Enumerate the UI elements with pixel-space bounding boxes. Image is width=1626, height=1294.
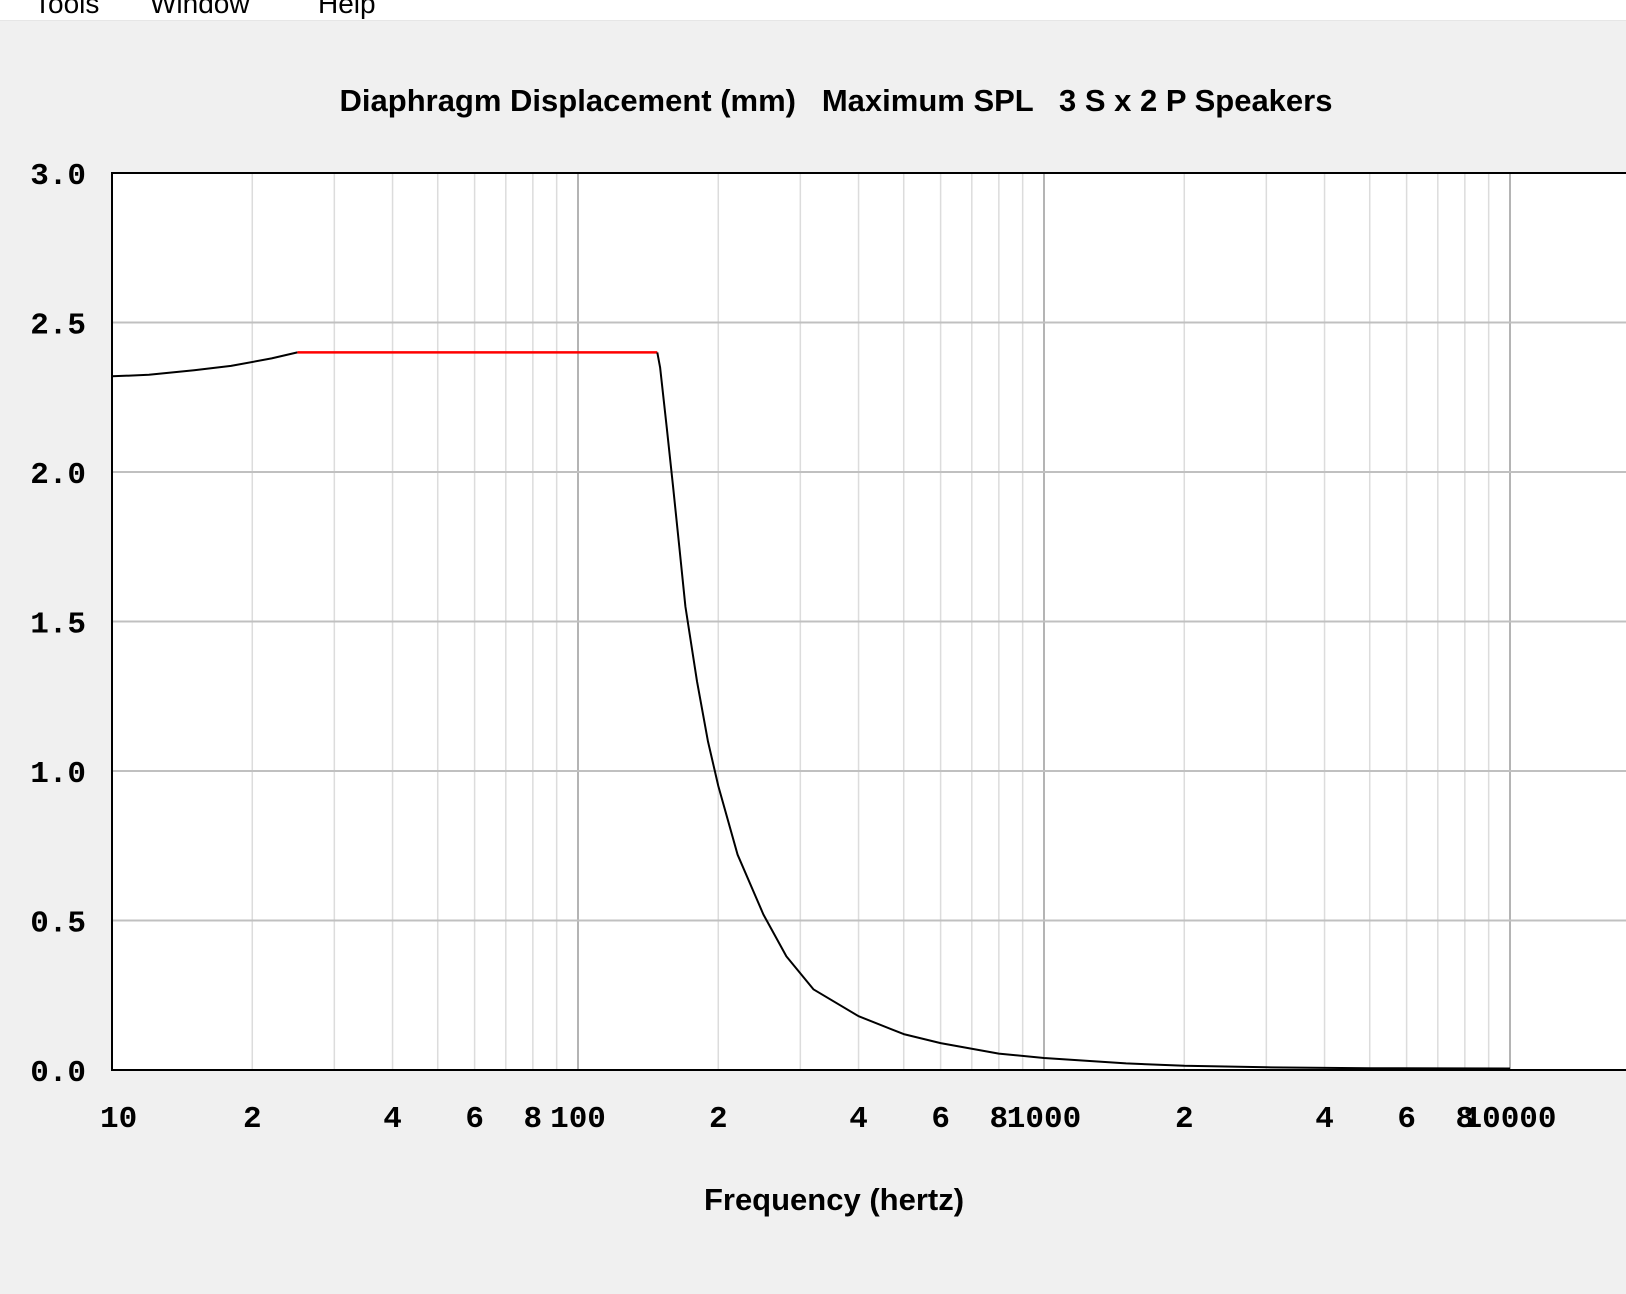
y-tick-label: 1.5 bbox=[30, 608, 86, 643]
y-axis-ticks: 0.0 0.5 1.0 1.5 2.0 2.5 3.0 bbox=[30, 159, 86, 1091]
y-tick-label: 1.0 bbox=[30, 757, 86, 792]
x-axis-label: Frequency (hertz) bbox=[704, 1182, 964, 1217]
x-tick-label: 10 bbox=[100, 1102, 137, 1137]
y-tick-label: 2.0 bbox=[30, 458, 86, 493]
x-tick-label: 8 bbox=[990, 1102, 1009, 1137]
x-tick-label: 2 bbox=[709, 1102, 728, 1137]
x-tick-label: 1000 bbox=[1007, 1102, 1081, 1137]
menu-item-help[interactable]: Help bbox=[318, 0, 376, 19]
x-tick-label: 8 bbox=[1456, 1102, 1475, 1137]
menu-bar: Tools Window Help bbox=[0, 0, 1626, 21]
y-tick-label: 2.5 bbox=[30, 309, 86, 344]
series-line-2 bbox=[656, 352, 1511, 1070]
x-tick-label: 4 bbox=[1315, 1102, 1334, 1137]
y-tick-label: 0.0 bbox=[30, 1056, 86, 1091]
x-tick-label: 6 bbox=[465, 1102, 484, 1137]
x-tick-label: 8 bbox=[524, 1102, 543, 1137]
y-tick-label: 3.0 bbox=[30, 159, 86, 194]
series-group bbox=[111, 351, 1511, 1070]
menu-item-tools[interactable]: Tools bbox=[34, 0, 100, 19]
x-tick-label: 4 bbox=[849, 1102, 868, 1137]
menu-item-window[interactable]: Window bbox=[150, 0, 250, 19]
x-tick-label: 100 bbox=[550, 1102, 606, 1137]
x-tick-label: 2 bbox=[1175, 1102, 1194, 1137]
x-tick-label: 10000 bbox=[1463, 1102, 1556, 1137]
x-tick-label: 6 bbox=[1397, 1102, 1416, 1137]
series-line-0 bbox=[111, 351, 298, 378]
grid bbox=[112, 173, 1626, 1070]
x-tick-label: 4 bbox=[383, 1102, 402, 1137]
chart-title: Diaphragm Displacement (mm) Maximum SPL … bbox=[340, 83, 1333, 118]
y-tick-label: 0.5 bbox=[30, 907, 86, 942]
x-tick-label: 2 bbox=[243, 1102, 262, 1137]
x-tick-label: 6 bbox=[931, 1102, 950, 1137]
plot-frame bbox=[111, 172, 1626, 1071]
